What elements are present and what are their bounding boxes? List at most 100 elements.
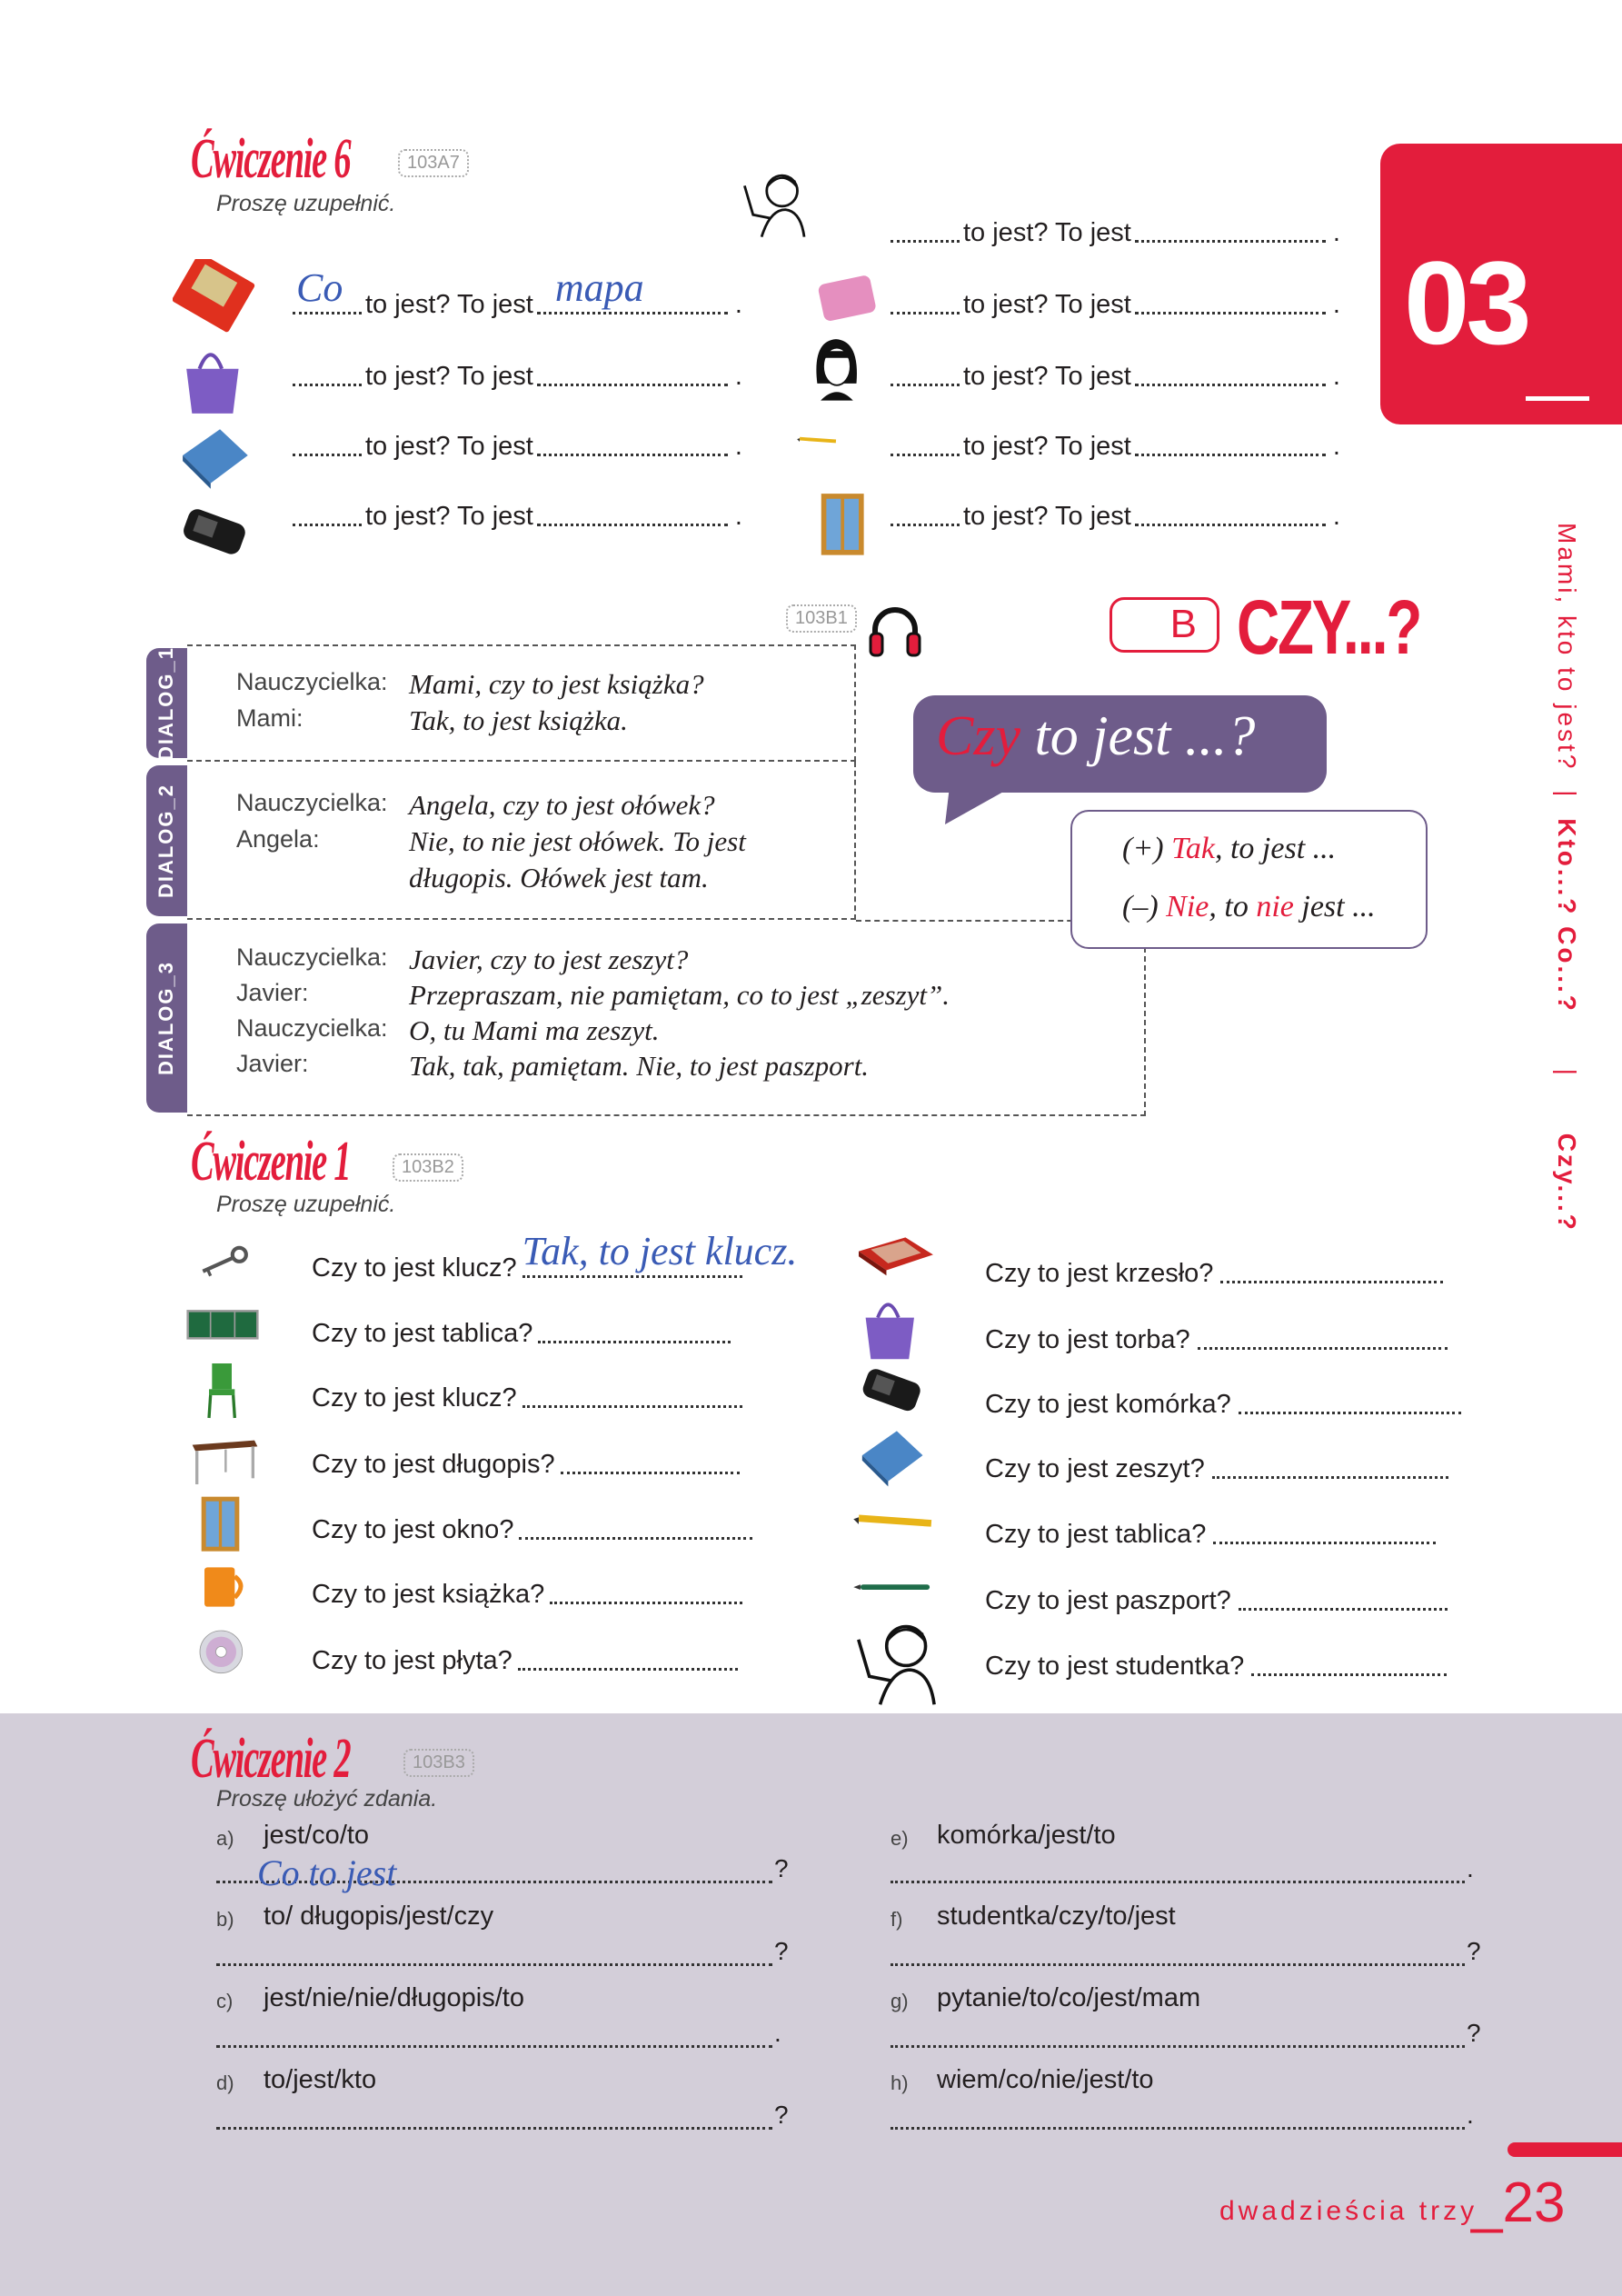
- dialog-3-top-border: [856, 920, 1146, 922]
- answer-blank-2[interactable]: [1134, 521, 1326, 526]
- answer-blank[interactable]: [517, 1665, 738, 1671]
- exercise1-row: Czy to jest paszport?: [985, 1580, 1448, 1616]
- table-icon: [177, 1425, 268, 1493]
- answer-blank[interactable]: [1211, 1473, 1448, 1479]
- speaker: Nauczycielka:: [236, 1014, 388, 1042]
- answer-blank[interactable]: [1213, 1539, 1437, 1544]
- utterance: Nie, to nie jest ołówek. To jest: [409, 825, 746, 857]
- side-nav-item-kto-co[interactable]: Kto...? Co...?: [1553, 818, 1581, 1013]
- answer-blank[interactable]: [519, 1534, 753, 1540]
- exercise2-instruction: Proszę ułożyć zdania.: [216, 1786, 438, 1812]
- answer-line[interactable]: [891, 2044, 1465, 2048]
- answer-blank-1[interactable]: Co: [293, 268, 362, 314]
- sentence-end: .: [1467, 1854, 1474, 1882]
- utterance: Angela, czy to jest ołówek?: [409, 789, 715, 821]
- window-icon: [804, 482, 886, 568]
- exercise2-background: [0, 1713, 1622, 2296]
- answer-blank[interactable]: [560, 1469, 740, 1474]
- speech-bubble-text: Czy to jest ...?: [936, 704, 1255, 769]
- question-text: Czy to jest torba?: [985, 1325, 1190, 1354]
- exercise1-row: Czy to jest komórka?: [985, 1383, 1461, 1420]
- answer-blank[interactable]: [550, 1599, 743, 1604]
- question-text: Czy to jest książka?: [312, 1580, 545, 1609]
- answer-blank-2[interactable]: [1134, 381, 1326, 386]
- exercise1-row: Czy to jest klucz? Tak, to jest klucz.: [312, 1232, 797, 1283]
- prompt-text: to jest? To jest: [963, 218, 1131, 247]
- answer-blank[interactable]: Tak, to jest klucz.: [522, 1232, 797, 1278]
- cd-icon: [177, 1622, 268, 1690]
- side-nav-item-mami[interactable]: Mami, kto to jest?: [1553, 523, 1581, 772]
- answer-blank-1[interactable]: [891, 237, 960, 243]
- answer-line[interactable]: [891, 2126, 1465, 2130]
- dialog-tab-2[interactable]: DIALOG_2: [146, 765, 187, 916]
- item-letter: g): [891, 1990, 909, 2012]
- answer-line[interactable]: Co to jest: [216, 1855, 772, 1892]
- headphones-icon[interactable]: [868, 604, 922, 662]
- dialog-line: Nauczycielka: O, tu Mami ma zeszyt.: [236, 1014, 660, 1047]
- answer-blank[interactable]: [1197, 1344, 1448, 1350]
- speaker: [236, 862, 409, 894]
- exercise1-title: Ćwiczenie 1: [191, 1131, 352, 1193]
- utterance: O, tu Mami ma zeszyt.: [409, 1014, 660, 1046]
- answer-line[interactable]: [216, 2044, 772, 2048]
- exercise1-row: Czy to jest krzesło?: [985, 1253, 1444, 1289]
- question-text: Czy to jest komórka?: [985, 1390, 1231, 1419]
- answer-blank[interactable]: [1238, 1409, 1461, 1414]
- answer-blank-1[interactable]: [293, 381, 362, 386]
- answer-blank-2[interactable]: [1134, 309, 1326, 314]
- pen-icon: [841, 1552, 950, 1630]
- exercise1-row: Czy to jest tablica?: [985, 1513, 1437, 1550]
- answer-blank-2[interactable]: [536, 521, 728, 526]
- negative-rest: jest ...: [1293, 890, 1376, 923]
- phone-icon: [841, 1356, 950, 1433]
- answer-blank-2[interactable]: [536, 381, 728, 386]
- exercise6-audio-code: 103A7: [398, 149, 469, 177]
- answer-blank[interactable]: [522, 1403, 742, 1408]
- answer-blank-1[interactable]: [891, 381, 960, 386]
- book-blue-icon: [173, 418, 264, 501]
- side-nav: Mami, kto to jest? | Kto...? Co...? | Cz…: [1552, 523, 1581, 1233]
- answer-blank-2[interactable]: mapa: [536, 268, 728, 314]
- answer-line[interactable]: [216, 1962, 772, 1966]
- dialog-tab-3[interactable]: DIALOG_3: [146, 923, 187, 1113]
- answer-blank[interactable]: [1251, 1671, 1448, 1676]
- answer-line[interactable]: [891, 1880, 1465, 1883]
- dialog-tab-1[interactable]: DIALOG_1: [146, 645, 187, 761]
- key-icon: [177, 1229, 268, 1297]
- answer-blank[interactable]: [1238, 1605, 1448, 1611]
- window-icon: [177, 1491, 268, 1559]
- side-nav-item-czy[interactable]: Czy...?: [1553, 1133, 1581, 1233]
- question-text: Czy to jest długopis?: [312, 1450, 555, 1479]
- answer-line[interactable]: [216, 2126, 772, 2130]
- bag-icon: [173, 341, 264, 424]
- page-number: _23: [1471, 2171, 1566, 2234]
- speaker: Nauczycielka:: [236, 668, 388, 695]
- utterance: Javier, czy to jest zeszyt?: [409, 943, 689, 975]
- dialog-line: Mami: Tak, to jest książka.: [236, 704, 628, 737]
- answer-blank-1[interactable]: [293, 521, 362, 526]
- sentence-end: .: [734, 290, 742, 319]
- exercise6-row: to jest? To jest.: [293, 495, 742, 532]
- exercise1-row: Czy to jest torba?: [985, 1319, 1448, 1355]
- speaker: Angela:: [236, 825, 320, 853]
- sentence-end: .: [1332, 362, 1340, 391]
- tak-word: Tak: [1171, 832, 1215, 865]
- answer-line[interactable]: [891, 1962, 1465, 1966]
- chapter-tab: 03: [1380, 144, 1622, 424]
- answer-blank-1[interactable]: [293, 451, 362, 456]
- answer-blank-1[interactable]: [891, 451, 960, 456]
- answer-blank-2[interactable]: [536, 451, 728, 456]
- answer-blank-2[interactable]: [1134, 451, 1326, 456]
- answer-blank-2[interactable]: [1134, 237, 1326, 243]
- scrambled-words: to/jest/kto: [264, 2065, 377, 2094]
- exercise6-row: to jest? To jest.: [293, 355, 742, 392]
- answer-blank[interactable]: [538, 1338, 731, 1343]
- handwritten-answer: Co to jest: [257, 1852, 397, 1893]
- answer-blank[interactable]: [1220, 1278, 1444, 1283]
- prompt-text: to jest? To jest: [963, 290, 1131, 319]
- answer-blank-1[interactable]: [891, 309, 960, 314]
- answer-blank-1[interactable]: [891, 521, 960, 526]
- speech-bubble: [913, 695, 1327, 824]
- prompt-text: to jest? To jest: [963, 502, 1131, 531]
- section-b-letter-box: B: [1110, 597, 1219, 653]
